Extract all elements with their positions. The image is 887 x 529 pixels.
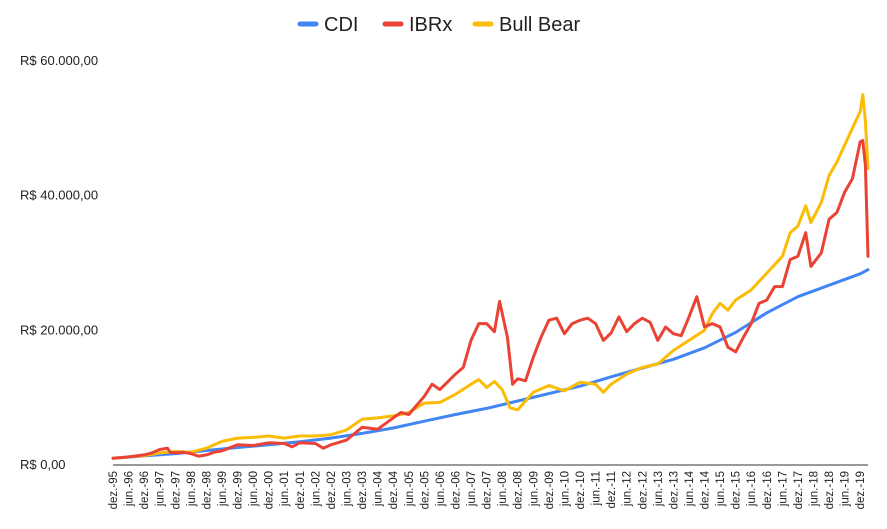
x-tick-label: jun.-12 — [622, 471, 634, 507]
x-tick-label: jun.-18 — [809, 471, 821, 507]
chart-legend: CDI IBRx Bull Bear — [297, 14, 580, 36]
x-tick-label: jun.-08 — [497, 471, 509, 507]
x-tick-label: dez.-02 — [326, 471, 338, 509]
x-tick-label: dez.-00 — [264, 471, 276, 509]
x-tick-label: dez.-14 — [700, 470, 712, 509]
x-tick-label: jun.-11 — [591, 471, 603, 506]
x-tick-label: dez.-16 — [762, 471, 774, 509]
x-tick-label: jun.-00 — [248, 471, 260, 507]
y-axis: R$ 0,00 R$ 20.000,00 R$ 40.000,00 R$ 60.000… — [20, 53, 98, 472]
x-tick-label: dez.-95 — [108, 471, 120, 509]
x-tick-label: dez.-04 — [388, 470, 400, 509]
x-tick-label: jun.-98 — [186, 471, 198, 507]
x-tick-label: jun.-15 — [715, 471, 727, 507]
x-tick-label: jun.-99 — [217, 471, 229, 507]
x-tick-label: dez.-98 — [201, 471, 213, 509]
x-tick-label: dez.-05 — [419, 471, 431, 509]
x-tick-label: dez.-99 — [233, 471, 245, 509]
plot-area — [111, 93, 870, 460]
x-tick-label: dez.-11 — [606, 471, 618, 509]
x-tick-label: jun.-13 — [653, 471, 665, 507]
x-tick-label: jun.-97 — [155, 471, 167, 507]
x-tick-label: dez.-01 — [295, 471, 307, 509]
y-tick-label: R$ 60.000,00 — [20, 53, 98, 68]
x-tick-label: jun.-19 — [840, 471, 852, 507]
x-axis: dez.-95 jun.-96 dez.-96 jun.-97 dez.-97 jun.-… — [108, 464, 868, 509]
y-tick-label: R$ 40.000,00 — [20, 188, 98, 203]
x-tick-label: dez.-10 — [575, 471, 587, 509]
x-tick-label: dez.-19 — [855, 471, 867, 509]
x-tick-label: jun.-06 — [435, 471, 447, 507]
y-tick-label: R$ 20.000,00 — [20, 322, 98, 337]
x-tick-label: jun.-07 — [466, 471, 478, 507]
x-tick-label: dez.-96 — [139, 471, 151, 509]
x-tick-label: dez.-06 — [450, 471, 462, 509]
series-line-bull-bear — [111, 93, 870, 460]
x-tick-label: jun.-04 — [373, 470, 385, 507]
x-tick-label: dez.-97 — [170, 471, 182, 509]
legend-label: Bull Bear — [499, 14, 580, 36]
x-tick-label: jun.-16 — [746, 471, 758, 507]
y-tick-label: R$ 0,00 — [20, 457, 66, 472]
x-tick-label: jun.-14 — [684, 470, 696, 507]
x-tick-label: jun.-09 — [528, 471, 540, 507]
x-tick-label: jun.-05 — [404, 471, 416, 507]
x-tick-label: dez.-03 — [357, 471, 369, 509]
series-line-cdi — [111, 268, 870, 460]
series-line-ibrx — [111, 139, 870, 460]
x-tick-label: jun.-03 — [342, 471, 354, 507]
x-tick-label: dez.-07 — [482, 471, 494, 509]
x-tick-label: dez.-09 — [544, 471, 556, 509]
x-tick-label: dez.-17 — [793, 471, 805, 509]
x-tick-label: dez.-13 — [668, 471, 680, 509]
x-tick-label: jun.-01 — [279, 471, 291, 507]
x-tick-label: dez.-15 — [731, 471, 743, 509]
x-tick-label: jun.-10 — [559, 471, 571, 507]
legend-label: CDI — [324, 14, 358, 36]
x-tick-label: jun.-02 — [310, 471, 322, 507]
x-tick-label: dez.-18 — [824, 471, 836, 509]
x-tick-label: dez.-12 — [637, 471, 649, 509]
x-tick-label: jun.-17 — [777, 471, 789, 507]
x-tick-label: dez.-08 — [513, 471, 525, 509]
x-tick-label: jun.-96 — [124, 471, 136, 507]
legend-label: IBRx — [409, 14, 452, 36]
